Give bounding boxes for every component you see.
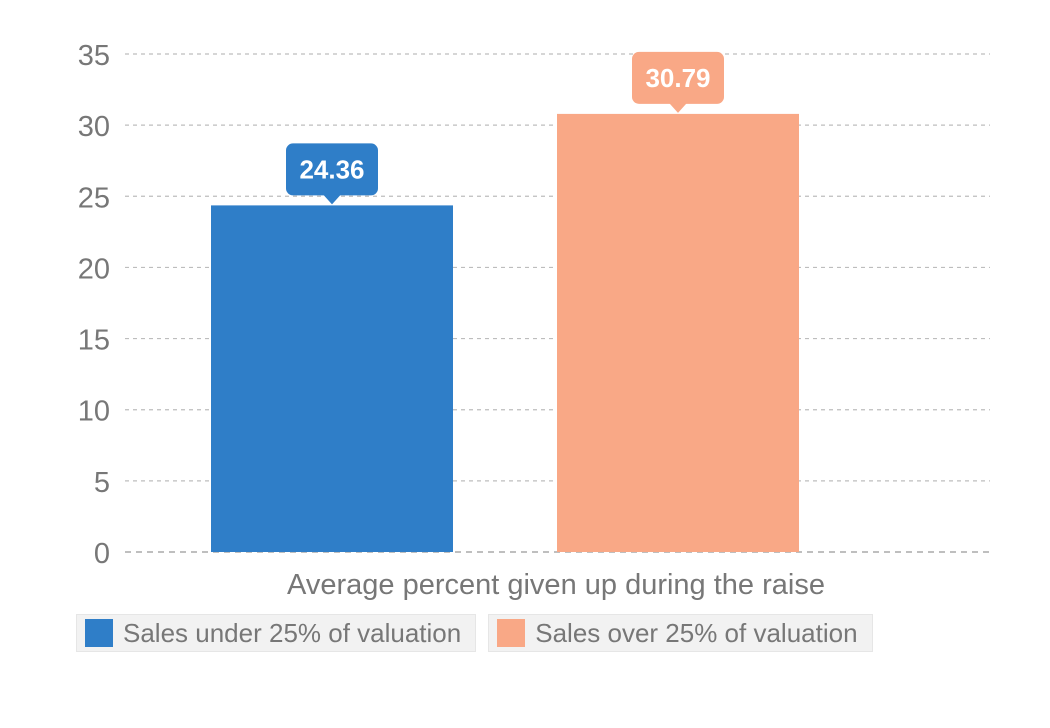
y-tick-label-15: 15 bbox=[78, 325, 110, 357]
legend-swatch-sales-under bbox=[85, 619, 113, 647]
data-label-0: 24.36 bbox=[286, 143, 378, 205]
legend-swatch-sales-over bbox=[497, 619, 526, 647]
bar-chart-svg: 0 5 10 15 20 25 30 35 24.36 30.79 Average percen… bbox=[78, 40, 990, 601]
data-label-pointer-0 bbox=[323, 194, 341, 205]
bar-1[interactable] bbox=[557, 113, 799, 552]
y-tick-label-25: 25 bbox=[78, 182, 110, 214]
legend-label-sales-under: Sales under 25% of valuation bbox=[123, 617, 462, 648]
y-tick-label-35: 35 bbox=[78, 40, 110, 72]
data-label-pointer-1 bbox=[669, 102, 687, 113]
data-label-text-0: 24.36 bbox=[299, 154, 364, 184]
x-axis-label: Average percent given up during the rais… bbox=[287, 569, 825, 600]
legend: Sales under 25% of valuation Sales over … bbox=[76, 614, 873, 652]
data-label-text-1: 30.79 bbox=[645, 63, 710, 93]
data-label-bubble-0 bbox=[286, 143, 378, 196]
legend-label-sales-over: Sales over 25% of valuation bbox=[535, 617, 858, 648]
data-label-1: 30.79 bbox=[632, 51, 724, 113]
y-tick-label-30: 30 bbox=[78, 111, 110, 143]
legend-item-sales-over[interactable]: Sales over 25% of valuation bbox=[488, 614, 873, 652]
bars-layer bbox=[211, 113, 799, 552]
y-tick-label-5: 5 bbox=[94, 467, 110, 499]
data-labels-layer: 24.36 30.79 bbox=[286, 51, 724, 205]
y-tick-label-20: 20 bbox=[78, 253, 110, 285]
y-axis-ticks: 0 5 10 15 20 25 30 35 bbox=[78, 40, 110, 570]
y-tick-label-10: 10 bbox=[78, 396, 110, 428]
legend-item-sales-under[interactable]: Sales under 25% of valuation bbox=[76, 614, 477, 652]
y-tick-label-0: 0 bbox=[94, 538, 110, 570]
data-label-bubble-1 bbox=[632, 51, 724, 104]
bar-0[interactable] bbox=[211, 205, 453, 552]
